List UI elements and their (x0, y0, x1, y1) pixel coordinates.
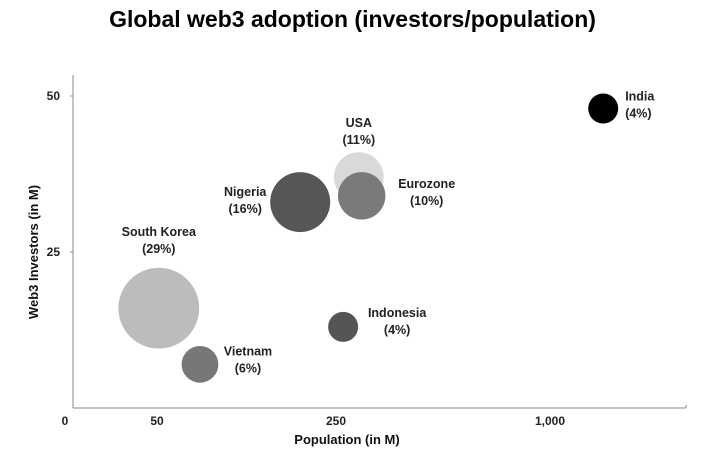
bubble-label-name: India (625, 89, 655, 103)
bubble-label-pct: (4%) (625, 106, 651, 120)
bubble-label-pct: (16%) (229, 202, 262, 216)
bubble-label-name: Nigeria (224, 185, 267, 199)
chart-title: Global web3 adoption (investors/populati… (109, 6, 596, 32)
bubble-label-pct: (6%) (235, 361, 261, 375)
x-tick-label: 1,000 (535, 414, 565, 428)
tick-labels: 0 50 250 1,000 50 25 (47, 89, 566, 428)
bubble-label-name: Indonesia (368, 306, 427, 320)
bubble-label-pct: (4%) (384, 323, 410, 337)
bubbles (118, 93, 619, 383)
bubble-label-pct: (10%) (410, 194, 443, 208)
axes (70, 75, 687, 409)
bubble-india (588, 93, 619, 124)
bubble-south-korea (118, 267, 200, 349)
y-axis-label: Web3 Investors (in M) (26, 185, 41, 319)
x-tick-label: 50 (150, 414, 164, 428)
bubble-label-pct: (11%) (342, 133, 375, 147)
bubble-label-pct: (29%) (142, 242, 175, 256)
bubble-labels: India (4%) USA (11%) Eurozone (10%) Nigeria (16… (122, 89, 656, 375)
bubble-label-name: Eurozone (398, 177, 455, 191)
x-axis-label: Population (in M) (294, 432, 399, 447)
bubble-indonesia (328, 311, 359, 342)
bubble-vietnam (181, 345, 219, 383)
bubble-eurozone (337, 172, 386, 220)
bubble-label-name: South Korea (122, 225, 197, 239)
bubble-label-name: Vietnam (224, 344, 272, 358)
bubble-nigeria (270, 172, 331, 233)
y-tick-label: 50 (47, 89, 61, 103)
x-tick-label: 250 (326, 414, 346, 428)
y-tick-label: 25 (47, 245, 61, 259)
bubble-label-name: USA (346, 116, 372, 130)
x-tick-label: 0 (62, 414, 69, 428)
